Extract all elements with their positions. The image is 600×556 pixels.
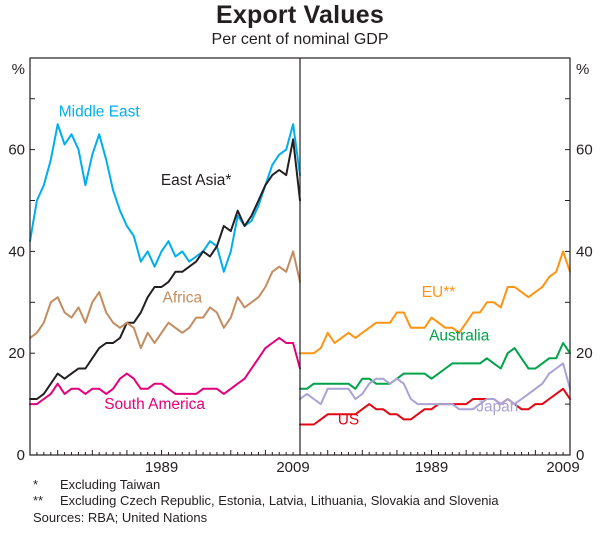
y-tick-label-right: 0 <box>576 447 584 464</box>
x-tick-label: 2009 <box>276 459 309 476</box>
y-tick-label-left: 20 <box>8 345 25 362</box>
chart-subtitle: Per cent of nominal GDP <box>211 31 389 48</box>
plot-frame <box>29 57 571 456</box>
chart-title: Export Values <box>216 1 384 29</box>
series-label-japan: Japan <box>476 399 518 416</box>
footnote-marker: * <box>33 477 39 492</box>
series-line-south-america <box>29 336 301 406</box>
series-line-us <box>299 387 571 426</box>
sources-line: Sources: RBA; United Nations <box>33 510 208 525</box>
footnote-text: Excluding Czech Republic, Estonia, Latvi… <box>60 493 499 508</box>
series-label-eu: EU** <box>422 284 456 301</box>
x-tick-label: 2009 <box>546 459 579 476</box>
y-tick-label-right: 20 <box>576 345 593 362</box>
series-label-africa: Africa <box>162 289 202 306</box>
series-label-australia: Australia <box>429 327 490 344</box>
y-tick-label-left: 0 <box>17 447 25 464</box>
footnote-taiwan: * Excluding Taiwan <box>33 477 573 493</box>
y-tick-label-left: 40 <box>8 243 25 260</box>
y-tick-label-left: 60 <box>8 142 25 159</box>
footnote-marker: ** <box>33 493 44 508</box>
y-axis-unit-left: % <box>12 61 25 78</box>
x-tick-label: 1989 <box>145 459 178 476</box>
series-label-middle-east: Middle East <box>59 104 141 121</box>
x-tick-label: 1989 <box>415 459 448 476</box>
footnote-text: Excluding Taiwan <box>60 477 161 492</box>
series-line-eu <box>299 250 571 355</box>
series-line-east-asia <box>29 138 301 400</box>
series-line-middle-east <box>29 123 301 273</box>
series-line-africa <box>29 250 301 350</box>
series-line-japan <box>299 362 571 411</box>
y-tick-label-right: 40 <box>576 243 593 260</box>
series-label-us: US <box>338 411 360 428</box>
footnotes: * Excluding Taiwan ** Excluding Czech Re… <box>33 477 573 526</box>
footnote-eu-exclusions: ** Excluding Czech Republic, Estonia, La… <box>33 493 573 509</box>
series-line-australia <box>299 342 571 390</box>
y-axis-unit-right: % <box>576 61 589 78</box>
series-label-east-asia: East Asia* <box>161 172 232 189</box>
y-tick-label-right: 60 <box>576 142 593 159</box>
series-label-south-america: South America <box>104 396 205 413</box>
